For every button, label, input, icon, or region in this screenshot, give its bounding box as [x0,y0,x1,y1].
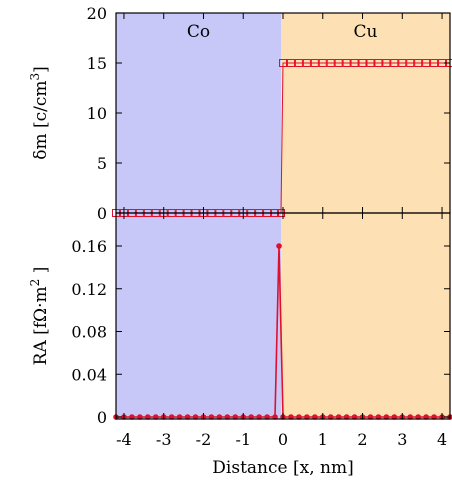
top-y-tick-label: 5 [97,154,107,173]
bottom-y-axis-label-sup: 2 [28,279,42,287]
top-y-tick-label: 15 [87,54,107,73]
top-y-axis-label-text: δm [c/cm [31,81,51,160]
bottom-y-tick-label: 0.04 [71,365,107,384]
top-y-tick-label: 20 [87,4,107,23]
x-tick-label: 0 [278,430,288,449]
bottom-y-axis-label: RA [fΩ·m2 ] [28,267,51,366]
top-data-point [430,59,439,67]
bottom-data-point [276,243,282,249]
top-y-tick-label: 10 [87,104,107,123]
top-y-tick-label: 0 [97,204,107,223]
top-data-point [406,59,415,67]
top-data-point [398,59,407,67]
top-data-point [358,59,367,67]
x-tick-label: -2 [196,430,212,449]
axes: 0 5 10 15 20 0 0.04 0.08 0.12 0.16 -4 -3 -2 -1 0 1 2 3 4 [71,4,451,449]
top-data-point [302,59,311,67]
top-data-point [334,59,343,67]
x-tick-label: -4 [116,430,132,449]
bottom-y-axis-label-text: RA [fΩ·m [31,286,51,365]
top-data-point [318,59,327,67]
top-data-point [326,59,335,67]
top-data-point [342,59,351,67]
x-tick-label: 2 [357,430,367,449]
bottom-y-tick-label: 0.16 [71,237,107,256]
x-tick-label: 3 [397,430,407,449]
top-data-point [366,59,375,67]
top-data-point [414,59,423,67]
x-axis-label: Distance [x, nm] [212,458,353,478]
region-label-co: Co [187,22,210,42]
top-data-point [382,59,391,67]
top-y-axis-label: δm [c/cm3] [28,66,51,160]
region-label-cu: Cu [354,22,378,42]
x-tick-label: -1 [235,430,251,449]
top-data-point [374,59,383,67]
top-data-point [350,59,359,67]
x-tick-label: 1 [318,430,328,449]
top-data-point [294,59,303,67]
bottom-y-tick-label: 0.12 [71,280,107,299]
top-data-point [279,59,287,67]
top-data-point [286,59,295,67]
top-y-axis-label-close: ] [31,66,51,73]
top-data-point [390,59,399,67]
bottom-y-axis-label-close: ] [31,267,51,279]
bottom-y-tick-label: 0 [97,408,107,427]
cu-region [281,13,450,419]
top-data-point [422,59,431,67]
bottom-y-tick-label: 0.08 [71,323,107,342]
x-tick-label: -3 [156,430,172,449]
x-tick-label: 4 [437,430,447,449]
top-data-point [310,59,319,67]
top-y-axis-label-sup: 3 [28,73,42,81]
